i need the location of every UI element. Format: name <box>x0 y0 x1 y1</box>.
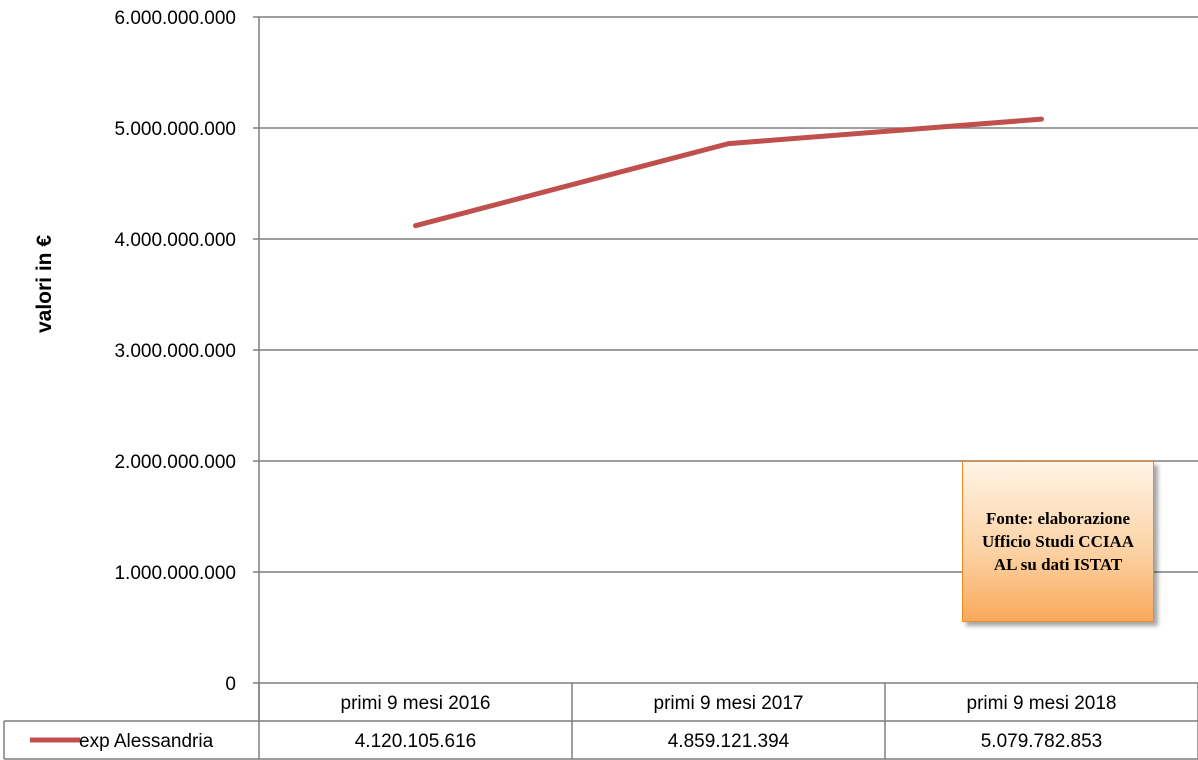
y-axis-label: valori in € <box>33 235 56 333</box>
series-line <box>413 116 1044 229</box>
series-lines <box>413 116 1044 229</box>
x-category-label: primi 9 mesi 2018 <box>967 693 1117 714</box>
y-tick-label: 5.000.000.000 <box>114 119 236 140</box>
y-tick-labels: 0 1.000.000.000 2.000.000.000 3.000.000.000… <box>114 8 236 695</box>
data-value-label: 4.859.121.394 <box>668 731 790 752</box>
axes <box>253 16 260 721</box>
source-annotation: Fonte: elaborazione Ufficio Studi CCIAA … <box>962 461 1154 622</box>
data-value-label: 5.079.782.853 <box>981 731 1103 752</box>
legend-label: exp Alessandria <box>79 731 214 752</box>
data-table: primi 9 mesi 2016 primi 9 mesi 2017 primi … <box>3 682 1198 760</box>
source-annotation-text: Fonte: elaborazione Ufficio Studi CCIAA … <box>981 509 1135 574</box>
data-value-label: 4.120.105.616 <box>355 731 477 752</box>
y-tick-label: 1.000.000.000 <box>114 563 236 584</box>
y-tick-label: 0 <box>225 674 236 695</box>
x-category-label: primi 9 mesi 2016 <box>341 693 491 714</box>
y-tick-label: 2.000.000.000 <box>114 452 236 473</box>
y-tick-label: 3.000.000.000 <box>114 341 236 362</box>
y-tick-label: 4.000.000.000 <box>114 230 236 251</box>
y-tick-label: 6.000.000.000 <box>114 8 236 29</box>
x-category-label: primi 9 mesi 2017 <box>654 693 804 714</box>
